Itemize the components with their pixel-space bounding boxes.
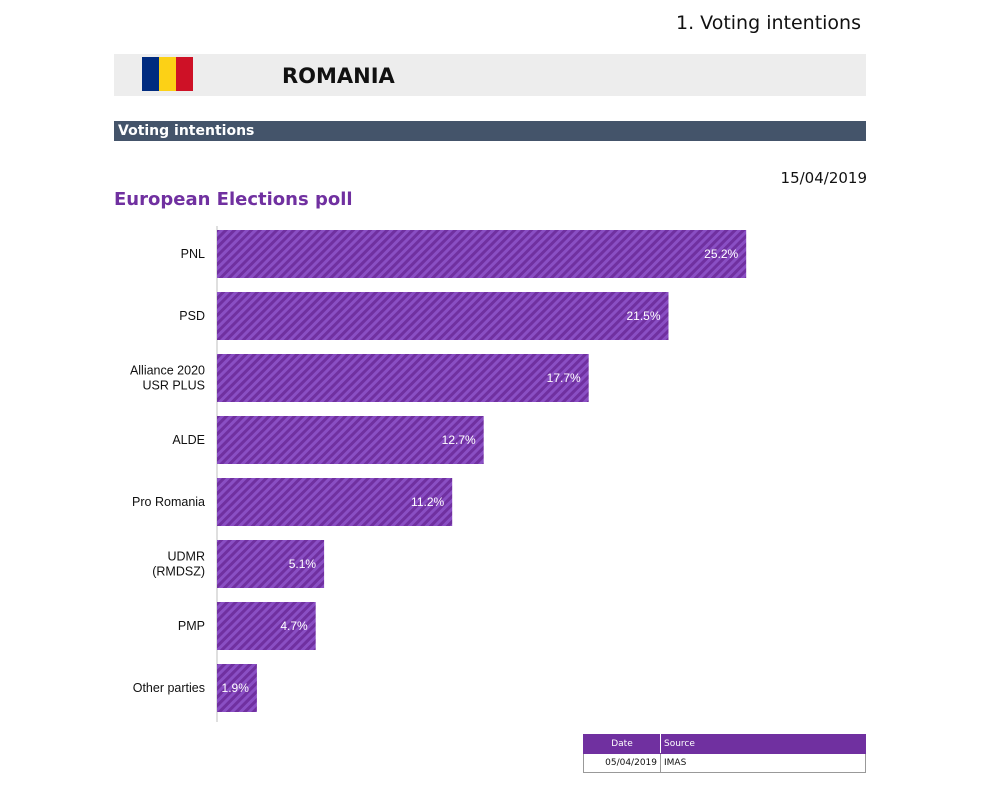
category-label-2: Alliance 2020 USR PLUS [130, 364, 205, 393]
category-label-3: ALDE [172, 433, 205, 447]
value-label-5: 5.1% [289, 557, 317, 571]
value-label-6: 4.7% [280, 619, 308, 633]
category-label-7: Other parties [133, 681, 205, 695]
value-label-7: 1.9% [222, 681, 250, 695]
value-label-2: 17.7% [547, 371, 581, 385]
flag-stripe-red [176, 57, 193, 91]
page-heading: 1. Voting intentions [676, 12, 861, 34]
bar-7 [217, 664, 257, 712]
flag-stripe-blue [142, 57, 159, 91]
value-label-1: 21.5% [626, 309, 660, 323]
bar-6 [217, 602, 316, 650]
source-table-date-header: Date [583, 734, 661, 754]
bar-0 [217, 230, 747, 278]
source-table-header-row: Date Source [583, 734, 866, 754]
table-row: 05/04/2019 IMAS [583, 753, 866, 773]
country-banner: ROMANIA [114, 54, 866, 96]
value-label-3: 12.7% [442, 433, 476, 447]
poll-title: European Elections poll [114, 189, 353, 210]
poll-date: 15/04/2019 [780, 169, 867, 187]
romania-flag-icon [142, 57, 193, 91]
category-label-5: UDMR (RMDSZ) [152, 550, 205, 579]
section-title: Voting intentions [118, 123, 255, 139]
bar-5 [217, 540, 325, 588]
category-label-0: PNL [181, 247, 205, 261]
category-label-1: PSD [179, 309, 205, 323]
source-table-date-cell: 05/04/2019 [583, 753, 661, 773]
value-label-0: 25.2% [704, 247, 738, 261]
section-header: Voting intentions [114, 121, 866, 141]
country-name: ROMANIA [282, 64, 395, 88]
bar-1 [217, 292, 669, 340]
source-table-source-cell: IMAS [660, 753, 866, 773]
category-label-4: Pro Romania [132, 495, 205, 509]
category-label-6: PMP [178, 619, 205, 633]
value-label-4: 11.2% [411, 495, 444, 509]
source-table: Date Source 05/04/2019 IMAS [583, 734, 866, 773]
bar-3 [217, 416, 484, 464]
flag-stripe-yellow [159, 57, 176, 91]
bar-4 [217, 478, 453, 526]
bar-2 [217, 354, 589, 402]
source-table-source-header: Source [660, 734, 866, 754]
